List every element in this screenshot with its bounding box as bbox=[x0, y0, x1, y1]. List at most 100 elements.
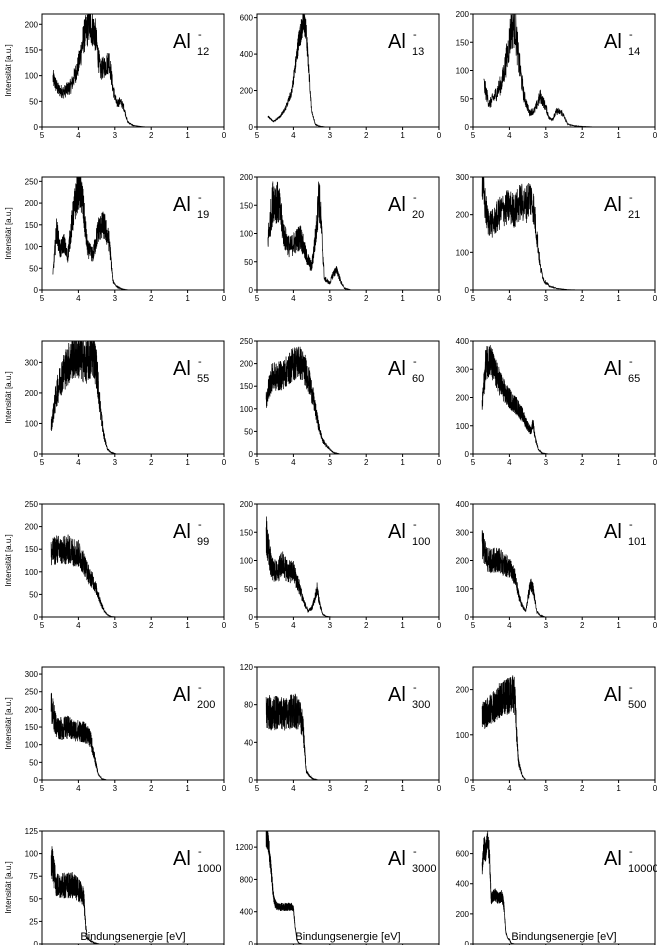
series-line bbox=[50, 846, 224, 945]
y-tick-label: 300 bbox=[456, 173, 470, 182]
y-tick-label: 0 bbox=[34, 286, 39, 295]
cluster-label-charge: - bbox=[198, 356, 202, 368]
x-tick-label: 4 bbox=[291, 784, 296, 793]
cluster-label-size: 101 bbox=[628, 536, 646, 548]
x-tick-label: 1 bbox=[616, 131, 621, 140]
x-tick-label: 2 bbox=[364, 621, 369, 630]
x-tick-label: 1 bbox=[616, 458, 621, 467]
x-tick-label: 4 bbox=[76, 621, 81, 630]
cluster-label-size: 500 bbox=[628, 699, 646, 711]
y-tick-label: 150 bbox=[25, 46, 39, 55]
cluster-label-charge: - bbox=[629, 846, 633, 858]
x-tick-label: 3 bbox=[328, 784, 333, 793]
y-tick-label: 100 bbox=[25, 72, 39, 81]
x-tick-label: 2 bbox=[149, 784, 154, 793]
x-tick-label: 3 bbox=[544, 294, 549, 303]
x-tick-label: 2 bbox=[149, 458, 154, 467]
y-tick-label: 100 bbox=[240, 405, 254, 414]
plot-frame bbox=[472, 340, 656, 455]
cluster-label-size: 1000 bbox=[197, 863, 221, 875]
cluster-label-main: Al bbox=[173, 521, 191, 543]
y-tick-label: 100 bbox=[456, 248, 470, 257]
cluster-label-main: Al bbox=[604, 31, 622, 53]
y-tick-label: 200 bbox=[240, 87, 254, 96]
x-tick-label: 5 bbox=[255, 458, 260, 467]
x-axis-label: Bindungsenergie [eV] bbox=[511, 931, 616, 943]
x-tick-label: 2 bbox=[364, 294, 369, 303]
x-tick-label: 0 bbox=[437, 784, 442, 793]
cluster-label-size: 60 bbox=[412, 373, 424, 385]
cluster-label-charge: - bbox=[413, 682, 417, 694]
x-tick-label: 1 bbox=[185, 621, 190, 630]
y-tick-label: 800 bbox=[240, 875, 254, 884]
y-tick-label: 150 bbox=[25, 545, 39, 554]
y-tick-label: 100 bbox=[456, 585, 470, 594]
cluster-label-main: Al bbox=[604, 194, 622, 216]
x-tick-label: 0 bbox=[222, 294, 227, 303]
x-tick-label: 5 bbox=[471, 458, 476, 467]
plot-frame bbox=[472, 830, 656, 945]
x-tick-label: 1 bbox=[185, 784, 190, 793]
y-tick-label: 200 bbox=[456, 10, 470, 19]
y-tick-label: 120 bbox=[240, 663, 254, 672]
y-tick-label: 100 bbox=[25, 850, 39, 859]
x-tick-label: 1 bbox=[185, 294, 190, 303]
series-line bbox=[265, 346, 439, 455]
y-axis-label: Intensität [a.u.] bbox=[4, 697, 13, 749]
series-line bbox=[52, 176, 224, 291]
x-tick-label: 3 bbox=[113, 458, 118, 467]
x-tick-label: 3 bbox=[544, 621, 549, 630]
cluster-label-charge: - bbox=[629, 192, 633, 204]
series-line bbox=[481, 345, 655, 455]
x-tick-label: 0 bbox=[653, 458, 657, 467]
y-tick-label: 300 bbox=[25, 358, 39, 367]
y-axis-label: Intensität [a.u.] bbox=[4, 207, 13, 259]
cluster-label-main: Al bbox=[173, 848, 191, 870]
cluster-label-main: Al bbox=[173, 194, 191, 216]
x-tick-label: 5 bbox=[255, 784, 260, 793]
y-tick-label: 40 bbox=[244, 738, 253, 747]
y-tick-label: 100 bbox=[25, 568, 39, 577]
y-tick-label: 150 bbox=[240, 528, 254, 537]
cluster-label-main: Al bbox=[604, 848, 622, 870]
y-tick-label: 150 bbox=[456, 38, 470, 47]
y-tick-label: 0 bbox=[249, 286, 254, 295]
x-tick-label: 1 bbox=[400, 458, 405, 467]
series-line bbox=[265, 830, 439, 945]
cluster-label-main: Al bbox=[388, 521, 406, 543]
y-tick-label: 100 bbox=[240, 230, 254, 239]
y-tick-label: 0 bbox=[465, 286, 470, 295]
y-tick-label: 250 bbox=[240, 337, 254, 346]
x-tick-label: 5 bbox=[255, 131, 260, 140]
x-tick-label: 2 bbox=[149, 294, 154, 303]
y-axis-label: Intensität [a.u.] bbox=[4, 534, 13, 586]
cluster-label-main: Al bbox=[388, 848, 406, 870]
x-tick-label: 5 bbox=[40, 294, 45, 303]
y-tick-label: 200 bbox=[25, 199, 39, 208]
x-tick-label: 0 bbox=[437, 294, 442, 303]
y-tick-label: 200 bbox=[25, 20, 39, 29]
y-tick-label: 50 bbox=[29, 758, 38, 767]
x-axis-label: Bindungsenergie [eV] bbox=[295, 931, 400, 943]
cluster-label-size: 99 bbox=[197, 536, 209, 548]
x-tick-label: 5 bbox=[255, 294, 260, 303]
cluster-label-charge: - bbox=[629, 29, 633, 41]
y-tick-label: 50 bbox=[29, 97, 38, 106]
y-tick-label: 200 bbox=[25, 389, 39, 398]
x-tick-label: 0 bbox=[222, 131, 227, 140]
y-tick-label: 250 bbox=[25, 500, 39, 509]
plot-frame bbox=[472, 13, 656, 128]
y-tick-label: 100 bbox=[456, 731, 470, 740]
y-tick-label: 100 bbox=[456, 422, 470, 431]
y-tick-label: 25 bbox=[29, 917, 38, 926]
y-tick-label: 100 bbox=[25, 741, 39, 750]
y-tick-label: 600 bbox=[240, 14, 254, 23]
y-tick-label: 50 bbox=[244, 585, 253, 594]
plot-frame bbox=[41, 340, 225, 455]
cluster-label-size: 100 bbox=[412, 536, 430, 548]
